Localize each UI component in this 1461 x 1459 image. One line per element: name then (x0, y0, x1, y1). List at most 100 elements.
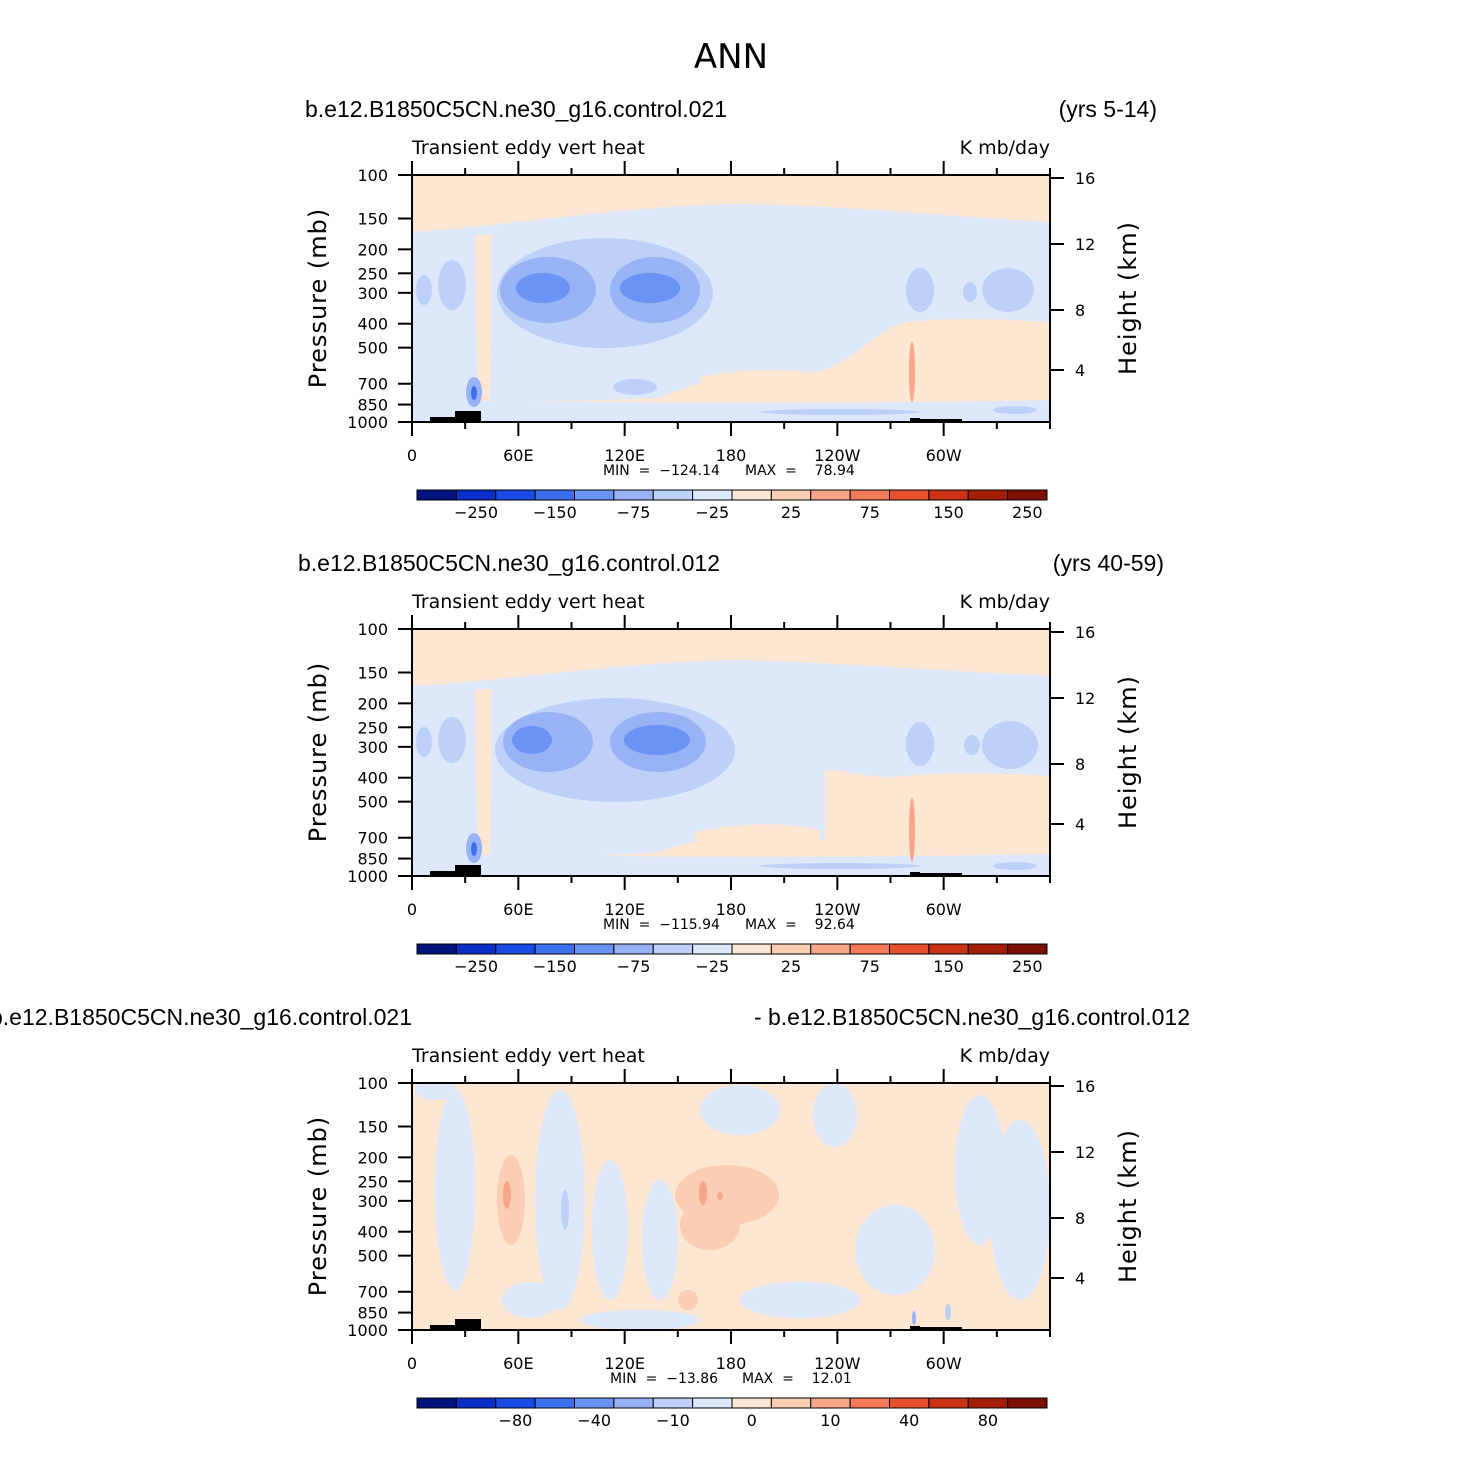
colorbar-swatch (1007, 489, 1048, 501)
max-label: MAX = 92.64 (745, 917, 855, 933)
contour-fill (435, 1090, 475, 1290)
y-tick-label: 1000 (347, 413, 388, 432)
y-tick-label: 100 (357, 1074, 388, 1093)
contour-fill (909, 342, 915, 402)
y2-tick-label: 8 (1075, 1209, 1085, 1228)
units-label: K mb/day (960, 137, 1050, 159)
contour-field (412, 175, 1050, 422)
y2-tick-label: 4 (1075, 361, 1085, 380)
colorbar-swatch (455, 1397, 497, 1409)
y2-tick-label: 16 (1075, 623, 1095, 642)
colorbar-swatch (770, 1397, 812, 1409)
colorbar-swatch (495, 1397, 536, 1409)
y2-tick-label: 12 (1075, 689, 1095, 708)
contour-fill (412, 854, 1050, 876)
ground-mask (920, 419, 962, 422)
colorbar-swatch (1007, 943, 1048, 955)
y-tick-label: 300 (357, 1192, 388, 1211)
colorbar-label: 75 (860, 503, 880, 522)
min-label: MIN = −124.14 (603, 463, 720, 479)
contour-fill (516, 273, 570, 303)
colorbar-swatch (770, 489, 812, 501)
variable-label: Transient eddy vert heat (411, 591, 645, 613)
x-tick-label: 180 (716, 446, 747, 465)
x-tick-label: 60W (926, 1354, 962, 1373)
max-label: MAX = 78.94 (745, 463, 855, 479)
colorbar: −80 −40 −10 0 10 40 80 (416, 1397, 1048, 1430)
contour-fill (993, 406, 1037, 414)
colorbar-label: −250 (454, 503, 498, 522)
colorbar-label: −25 (695, 957, 729, 976)
colorbar-swatch (692, 489, 733, 501)
x-tick-labels: 0 60E 120E 180 120W 60W (407, 900, 962, 919)
colorbar-label: 75 (860, 957, 880, 976)
contour-fill (503, 1181, 511, 1209)
x-tick-label: 0 (407, 446, 417, 465)
x-tick-label: 180 (716, 900, 747, 919)
colorbar-swatch (810, 943, 851, 955)
y-axis-label: Pressure (mb) (304, 662, 332, 842)
colorbar-swatch (574, 943, 615, 955)
y2-tick-label: 16 (1075, 1077, 1095, 1096)
colorbar-swatch (967, 943, 1009, 955)
colorbar-swatch (455, 943, 497, 955)
colorbar-label: −150 (533, 957, 577, 976)
y-tick-label: 700 (357, 829, 388, 848)
colorbar: −250 −150 −75 −25 25 75 150 250 (416, 943, 1048, 976)
tick-marks (398, 1069, 1064, 1344)
y-tick-label: 400 (357, 1223, 388, 1242)
x-tick-label: 0 (407, 900, 417, 919)
y-tick-label: 500 (357, 793, 388, 812)
y2-tick-label: 4 (1075, 1269, 1085, 1288)
y2-axis-label: Height (km) (1114, 675, 1142, 829)
y-axis-label: Pressure (mb) (304, 1116, 332, 1296)
contour-fill (717, 1192, 723, 1200)
contour-fill (416, 275, 432, 305)
variable-label: Transient eddy vert heat (411, 1045, 645, 1067)
contour-fill (624, 725, 690, 755)
y2-axis-label: Height (km) (1114, 1129, 1142, 1283)
colorbar-swatch (849, 943, 890, 955)
x-tick-labels: 0 60E 120E 180 120W 60W (407, 1354, 962, 1373)
colorbar-swatch (692, 1397, 733, 1409)
y-tick-label: 850 (357, 850, 388, 869)
colorbar-swatch (534, 489, 575, 501)
contour-fill (982, 721, 1038, 769)
x-tick-label: 60E (503, 446, 533, 465)
y-tick-label: 250 (357, 718, 388, 737)
contour-fill (695, 824, 820, 857)
ground-mask (910, 872, 920, 876)
ground-mask (910, 418, 920, 422)
colorbar-label: 150 (933, 957, 964, 976)
colorbar-swatch (731, 489, 772, 501)
y2-tick-label: 8 (1075, 301, 1085, 320)
y-tick-label: 250 (357, 264, 388, 283)
ground-mask (430, 1325, 455, 1330)
ground-mask (920, 1327, 962, 1330)
y-tick-label: 850 (357, 396, 388, 415)
panel-2: b.e12.B1850C5CN.ne30_g16.control.012 (yr… (298, 550, 1164, 976)
contour-fill (620, 273, 680, 303)
colorbar-swatch (652, 489, 694, 501)
contour-fill (502, 1282, 558, 1318)
colorbar-swatch (889, 489, 930, 501)
colorbar-label: 250 (1012, 957, 1043, 976)
max-label: MAX = 12.01 (742, 1371, 852, 1387)
min-label: MIN = −115.94 (603, 917, 720, 933)
contour-fill (471, 386, 477, 400)
contour-fill (415, 1083, 455, 1100)
x-tick-label: 60E (503, 900, 533, 919)
colorbar-swatch (652, 943, 694, 955)
ground-mask (430, 417, 455, 422)
colorbar-label: −75 (617, 957, 651, 976)
colorbar-label: 40 (899, 1411, 919, 1430)
colorbar-swatch (416, 489, 457, 501)
colorbar-label: −40 (577, 1411, 611, 1430)
x-tick-label: 0 (407, 1354, 417, 1373)
colorbar-swatch (770, 943, 812, 955)
contour-fill (642, 1180, 678, 1300)
y-tick-label: 1000 (347, 1321, 388, 1340)
y2-tick-label: 4 (1075, 815, 1085, 834)
y2-axis-label: Height (km) (1114, 221, 1142, 375)
colorbar-swatch (1007, 1397, 1048, 1409)
